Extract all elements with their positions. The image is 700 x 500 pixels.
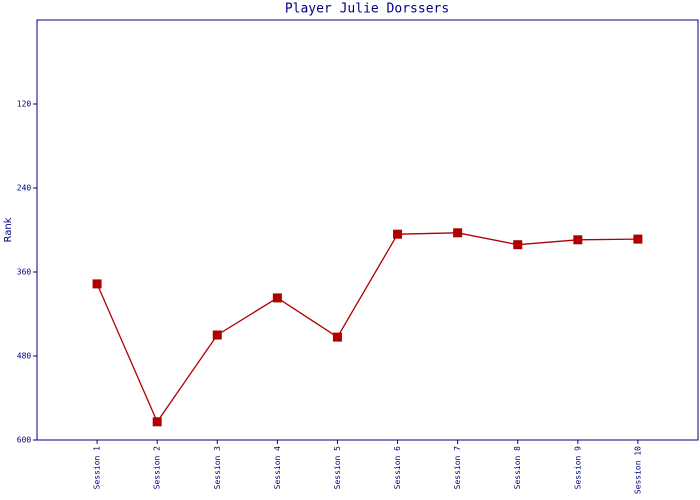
x-tick-label: Session 7: [453, 446, 462, 490]
x-tick-label: Session 2: [153, 446, 162, 490]
x-tick-label: Session 5: [333, 446, 342, 490]
data-point: [152, 417, 162, 427]
plot-frame: [36, 19, 699, 441]
x-tick-label: Session 8: [513, 446, 522, 490]
data-point: [272, 293, 282, 303]
chart-title: Player Julie Dorssers: [285, 2, 449, 17]
data-point: [212, 330, 222, 340]
y-tick-label: 120: [17, 100, 32, 109]
x-tick-label: Session 3: [213, 446, 222, 490]
data-point: [633, 234, 643, 244]
data-point: [453, 228, 463, 238]
x-tick-label: Session 10: [633, 446, 642, 494]
x-tick-label: Session 6: [393, 446, 402, 490]
data-point: [513, 240, 523, 250]
x-tick-label: Session 4: [273, 446, 282, 490]
y-tick-label: 360: [17, 268, 32, 277]
data-point: [573, 235, 583, 245]
series-line: [96, 232, 638, 424]
y-tick-label: 240: [17, 184, 32, 193]
y-axis-label: Rank: [3, 217, 14, 242]
x-tick-label: Session 9: [573, 446, 582, 490]
data-point: [332, 332, 342, 342]
x-tick-label: Session 1: [93, 446, 102, 490]
data-point: [393, 229, 403, 239]
y-tick-label: 480: [17, 352, 32, 361]
data-point: [92, 279, 102, 289]
y-tick-label: 600: [17, 436, 32, 445]
